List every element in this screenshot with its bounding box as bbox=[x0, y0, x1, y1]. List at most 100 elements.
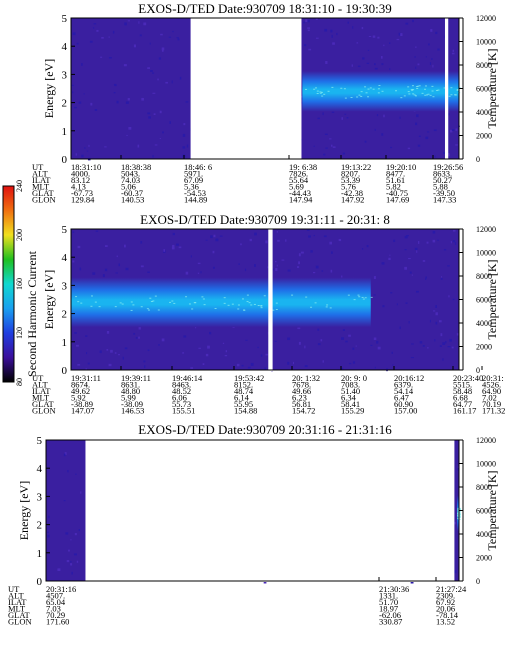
noise-speck bbox=[408, 321, 410, 324]
y2-tick-label: 12000 bbox=[476, 14, 496, 23]
noise-speck bbox=[70, 563, 73, 566]
noise-speck bbox=[380, 55, 383, 59]
band-speck bbox=[326, 304, 329, 306]
noise-speck bbox=[240, 243, 242, 246]
ephemeris-value: 83.12 bbox=[71, 175, 90, 185]
noise-speck bbox=[344, 113, 347, 115]
noise-speck bbox=[435, 312, 438, 316]
noise-speck bbox=[391, 351, 393, 354]
band-speck bbox=[458, 516, 461, 518]
ephemeris-value: 74.03 bbox=[121, 175, 140, 185]
colorbar-tick-label: 160 bbox=[15, 278, 24, 290]
noise-speck bbox=[374, 128, 376, 131]
noise-speck bbox=[332, 146, 336, 148]
band-speck bbox=[356, 96, 359, 98]
y2-tick-label: 6000 bbox=[476, 296, 492, 305]
noise-speck bbox=[94, 109, 98, 111]
noise-speck bbox=[442, 342, 446, 345]
noise-speck bbox=[341, 337, 345, 340]
noise-speck bbox=[324, 133, 328, 135]
noise-speck bbox=[75, 473, 77, 475]
ephemeris-row-label: GLON bbox=[32, 195, 56, 205]
y-axis-label: Energy [eV] bbox=[42, 59, 56, 118]
noise-speck bbox=[418, 135, 421, 137]
band-speck bbox=[407, 86, 410, 88]
ephemeris-row-label: GLON bbox=[32, 406, 56, 416]
ephemeris-value: 58.41 bbox=[341, 399, 360, 409]
noise-speck bbox=[372, 35, 376, 38]
noise-speck bbox=[321, 270, 324, 272]
noise-speck bbox=[330, 29, 333, 33]
noise-speck bbox=[161, 49, 164, 52]
ephemeris-value: 54.14 bbox=[394, 386, 414, 396]
noise-speck bbox=[99, 350, 102, 354]
noise-speck bbox=[409, 271, 412, 274]
panel-title: EXOS-D/TED Date:930709 20:31:16 - 21:31:… bbox=[138, 422, 392, 437]
band-speck bbox=[214, 307, 217, 309]
noise-speck bbox=[342, 329, 345, 331]
noise-speck bbox=[317, 328, 320, 331]
noise-speck bbox=[364, 140, 367, 143]
noise-speck bbox=[429, 62, 432, 65]
ephemeris-value: 65.04 bbox=[46, 597, 66, 607]
ephemeris-value: 55.64 bbox=[289, 175, 309, 185]
noise-speck bbox=[100, 56, 103, 58]
noise-speck bbox=[76, 42, 79, 45]
band-speck bbox=[421, 92, 424, 94]
noise-speck bbox=[392, 364, 394, 366]
noise-speck bbox=[150, 70, 153, 72]
noise-speck bbox=[437, 48, 440, 51]
ephemeris-value: 18:38:38 bbox=[121, 162, 151, 172]
band-speck bbox=[424, 94, 427, 96]
ephemeris-value: 19:46:14 bbox=[172, 373, 203, 383]
noise-speck bbox=[183, 123, 186, 126]
noise-speck bbox=[169, 121, 171, 124]
noise-speck bbox=[275, 268, 278, 271]
noise-speck bbox=[336, 32, 338, 36]
noise-speck bbox=[205, 239, 208, 241]
noise-speck bbox=[432, 231, 436, 234]
noise-speck bbox=[331, 34, 333, 38]
band-speck bbox=[431, 90, 434, 92]
ephemeris-value: 53.39 bbox=[341, 175, 360, 185]
ephemeris-value: 5.76 bbox=[341, 182, 356, 192]
band-speck bbox=[364, 297, 367, 299]
ephemeris-value: 64.77 bbox=[453, 399, 472, 409]
ephemeris-value: 19:26:56 bbox=[433, 162, 463, 172]
noise-speck bbox=[202, 363, 205, 366]
noise-speck bbox=[405, 235, 409, 237]
noise-speck bbox=[212, 266, 215, 269]
noise-speck bbox=[182, 146, 186, 149]
noise-speck bbox=[47, 534, 50, 538]
band-speck bbox=[367, 88, 370, 90]
noise-speck bbox=[144, 365, 146, 369]
noise-speck bbox=[307, 20, 310, 23]
ephemeris-value: 8152. bbox=[234, 380, 253, 390]
ephemeris-value: 58.48 bbox=[453, 386, 472, 396]
band-speck bbox=[152, 300, 155, 302]
noise-speck bbox=[123, 244, 126, 248]
noise-speck bbox=[104, 245, 108, 248]
band-speck bbox=[347, 294, 350, 296]
y-tick-label: 5 bbox=[37, 435, 43, 447]
noise-speck bbox=[159, 137, 161, 140]
noise-speck bbox=[114, 352, 117, 354]
noise-speck bbox=[287, 337, 291, 341]
band-speck bbox=[358, 94, 361, 96]
noise-speck bbox=[331, 251, 333, 254]
y2-tick-label: 0 bbox=[476, 577, 480, 586]
noise-speck bbox=[441, 276, 443, 278]
ephemeris-value: 154.88 bbox=[234, 406, 257, 416]
noise-speck bbox=[453, 521, 456, 525]
ephemeris-value: 48.80 bbox=[121, 386, 140, 396]
band-speck bbox=[327, 90, 330, 92]
noise-speck bbox=[457, 466, 459, 468]
noise-speck bbox=[304, 365, 308, 368]
noise-speck bbox=[393, 239, 396, 243]
ephemeris-value: 13.52 bbox=[436, 617, 455, 627]
ephemeris-value: 4507. bbox=[46, 591, 65, 601]
y2-tick-label: 10000 bbox=[476, 38, 496, 47]
band-speck bbox=[365, 92, 368, 94]
band-speck bbox=[257, 304, 260, 306]
